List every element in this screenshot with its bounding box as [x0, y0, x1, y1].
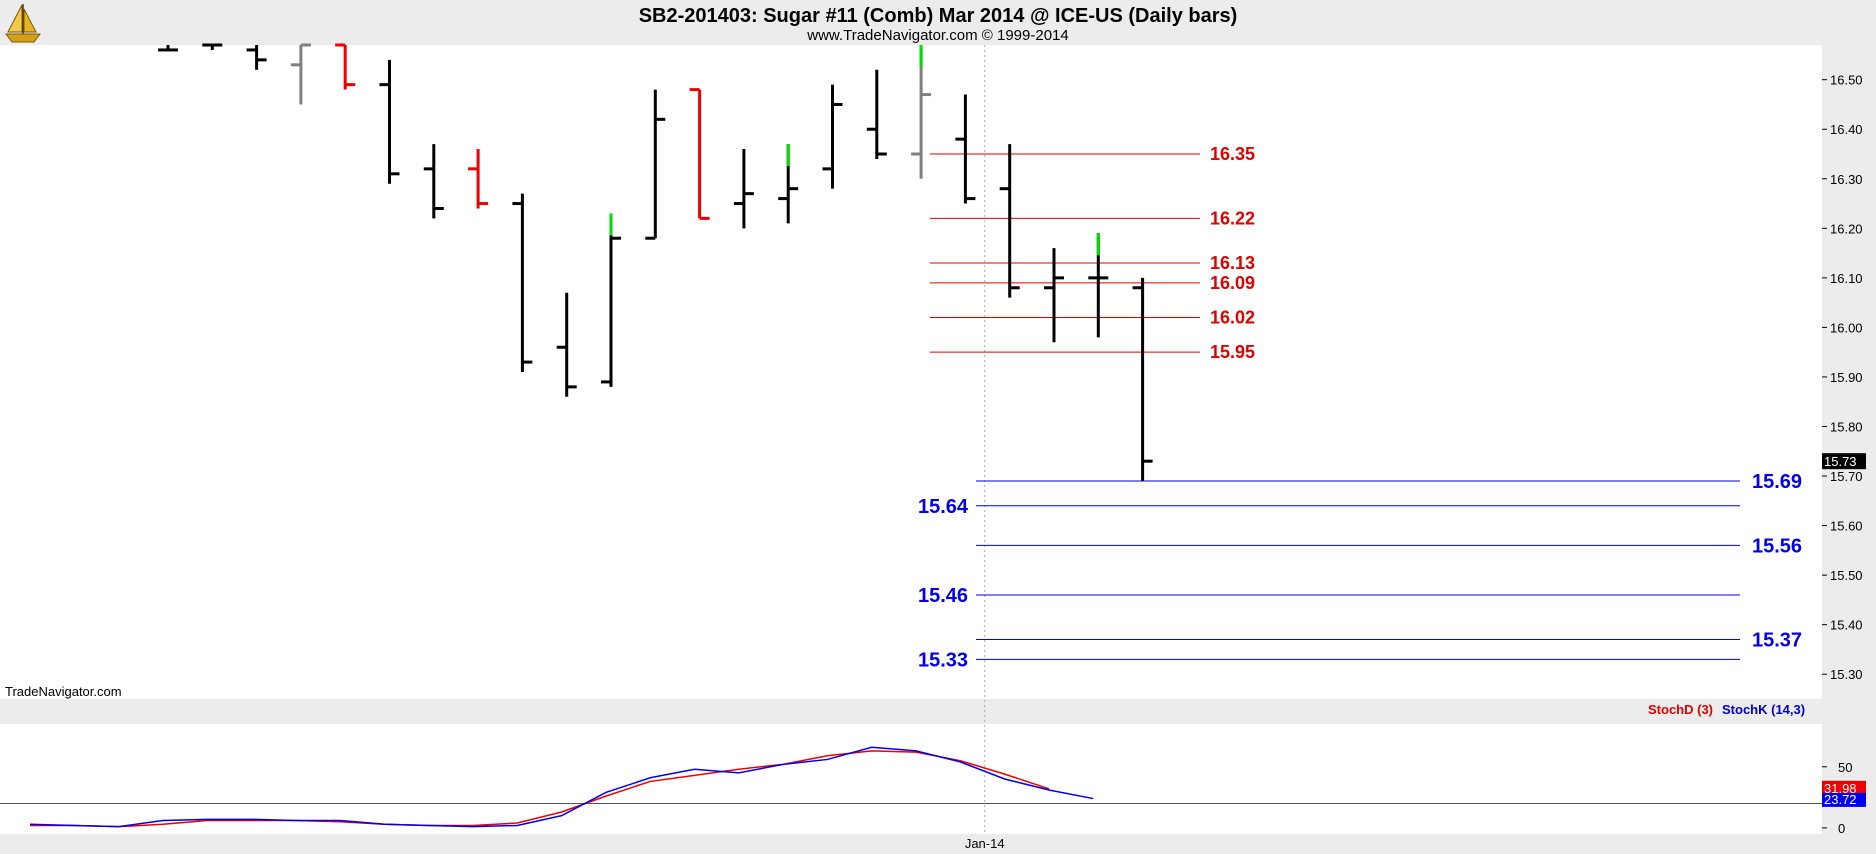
price-panel	[0, 45, 1822, 699]
resistance-label: 16.22	[1210, 208, 1255, 228]
support-label: 15.56	[1752, 535, 1802, 557]
y-tick-label: 15.50	[1830, 568, 1863, 583]
stoch-k-value: 23.72	[1824, 792, 1857, 807]
y-tick-label: 16.50	[1830, 73, 1863, 88]
resistance-label: 16.09	[1210, 273, 1255, 293]
support-label: 15.33	[918, 649, 968, 671]
y-tick-label: 16.30	[1830, 172, 1863, 187]
y-tick-label: 16.10	[1830, 271, 1863, 286]
price-bar	[866, 69, 887, 159]
watermark: TradeNavigator.com	[5, 684, 122, 699]
x-date-label: Jan-14	[965, 836, 1005, 851]
price-bar	[689, 88, 710, 220]
price-bar	[556, 292, 577, 397]
price-bar	[1132, 277, 1153, 481]
support-label: 15.46	[918, 585, 968, 607]
stoch-d-value: 31.98	[1824, 781, 1857, 796]
price-bar	[379, 59, 400, 184]
price-bar	[202, 43, 223, 50]
stoch-y-tick-label: 0	[1838, 821, 1845, 836]
stoch-y-tick-label: 50	[1838, 760, 1852, 775]
chart-subtitle: www.TradeNavigator.com © 1999-2014	[806, 27, 1068, 44]
resistance-label: 16.13	[1210, 253, 1255, 273]
support-label: 15.37	[1752, 630, 1802, 652]
y-tick-label: 16.00	[1830, 320, 1863, 335]
support-label: 15.64	[918, 496, 969, 518]
price-bar	[423, 144, 444, 219]
y-tick-label: 15.90	[1830, 370, 1863, 385]
legend-stoch-k: StochK (14,3)	[1722, 702, 1805, 717]
price-bar	[158, 45, 178, 52]
indicator-panel	[0, 724, 1822, 834]
indicator-axis	[1822, 724, 1876, 834]
legend-stoch-d: StochD (3)	[1648, 702, 1713, 717]
stoch-series-line	[30, 750, 1050, 828]
trading-ship-logo-icon	[5, 4, 41, 43]
price-bar	[911, 45, 932, 179]
support-label: 15.69	[1752, 471, 1802, 493]
price-bar	[512, 193, 533, 372]
resistance-label: 15.95	[1210, 342, 1255, 362]
stoch-k-value-tag	[1822, 792, 1866, 807]
chart-title: SB2-201403: Sugar #11 (Comb) Mar 2014 @ …	[639, 5, 1238, 27]
y-tick-label: 16.40	[1830, 122, 1863, 137]
price-bar	[601, 213, 621, 387]
price-bar	[733, 149, 754, 229]
y-tick-label: 15.30	[1830, 667, 1863, 682]
y-tick-label: 15.70	[1830, 469, 1863, 484]
last-price-tag	[1822, 453, 1866, 470]
price-bar	[822, 84, 843, 189]
price-bar	[335, 43, 356, 90]
price-bar	[290, 43, 311, 105]
price-bar	[645, 89, 666, 240]
price-axis	[1822, 45, 1876, 699]
resistance-label: 16.35	[1210, 144, 1255, 164]
price-bar	[999, 144, 1020, 298]
last-price-label: 15.73	[1824, 454, 1857, 469]
stoch-d-value-tag	[1822, 780, 1866, 796]
stoch-series-line	[29, 746, 1094, 828]
y-tick-label: 15.80	[1830, 420, 1863, 435]
price-bar	[1044, 248, 1064, 343]
price-bar	[468, 149, 489, 209]
price-bar	[955, 94, 976, 204]
resistance-label: 16.02	[1210, 308, 1255, 328]
y-tick-label: 15.60	[1830, 519, 1863, 534]
price-bar	[246, 45, 267, 70]
y-tick-label: 16.20	[1830, 221, 1863, 236]
y-tick-label: 15.40	[1830, 618, 1863, 633]
